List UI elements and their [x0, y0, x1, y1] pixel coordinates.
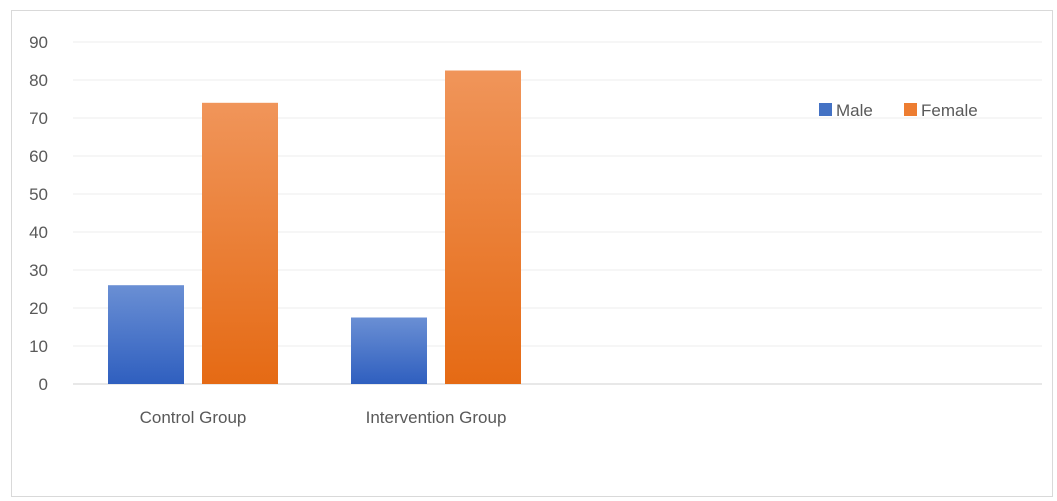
y-tick-label: 40 — [29, 223, 48, 242]
y-tick-label: 0 — [39, 375, 48, 394]
legend-label-male: Male — [836, 101, 873, 120]
legend-label-female: Female — [921, 101, 978, 120]
y-axis: 0 10 20 30 40 50 60 70 80 90 — [29, 33, 48, 394]
y-tick-label: 20 — [29, 299, 48, 318]
legend: Male Female — [819, 101, 978, 120]
bar-female-1 — [445, 70, 521, 384]
x-category-label: Intervention Group — [366, 408, 507, 427]
x-axis: Control Group Intervention Group — [140, 408, 507, 427]
y-tick-label: 10 — [29, 337, 48, 356]
legend-swatch-female — [904, 103, 917, 116]
y-tick-label: 90 — [29, 33, 48, 52]
x-category-label: Control Group — [140, 408, 247, 427]
chart-frame — [11, 10, 1053, 497]
bars — [108, 70, 521, 385]
bar-male-1 — [351, 317, 427, 384]
y-tick-label: 80 — [29, 71, 48, 90]
legend-swatch-male — [819, 103, 832, 116]
bar-male-0 — [108, 285, 184, 384]
y-tick-label: 70 — [29, 109, 48, 128]
y-tick-label: 60 — [29, 147, 48, 166]
bar-female-0 — [202, 102, 278, 385]
y-tick-label: 50 — [29, 185, 48, 204]
y-tick-label: 30 — [29, 261, 48, 280]
